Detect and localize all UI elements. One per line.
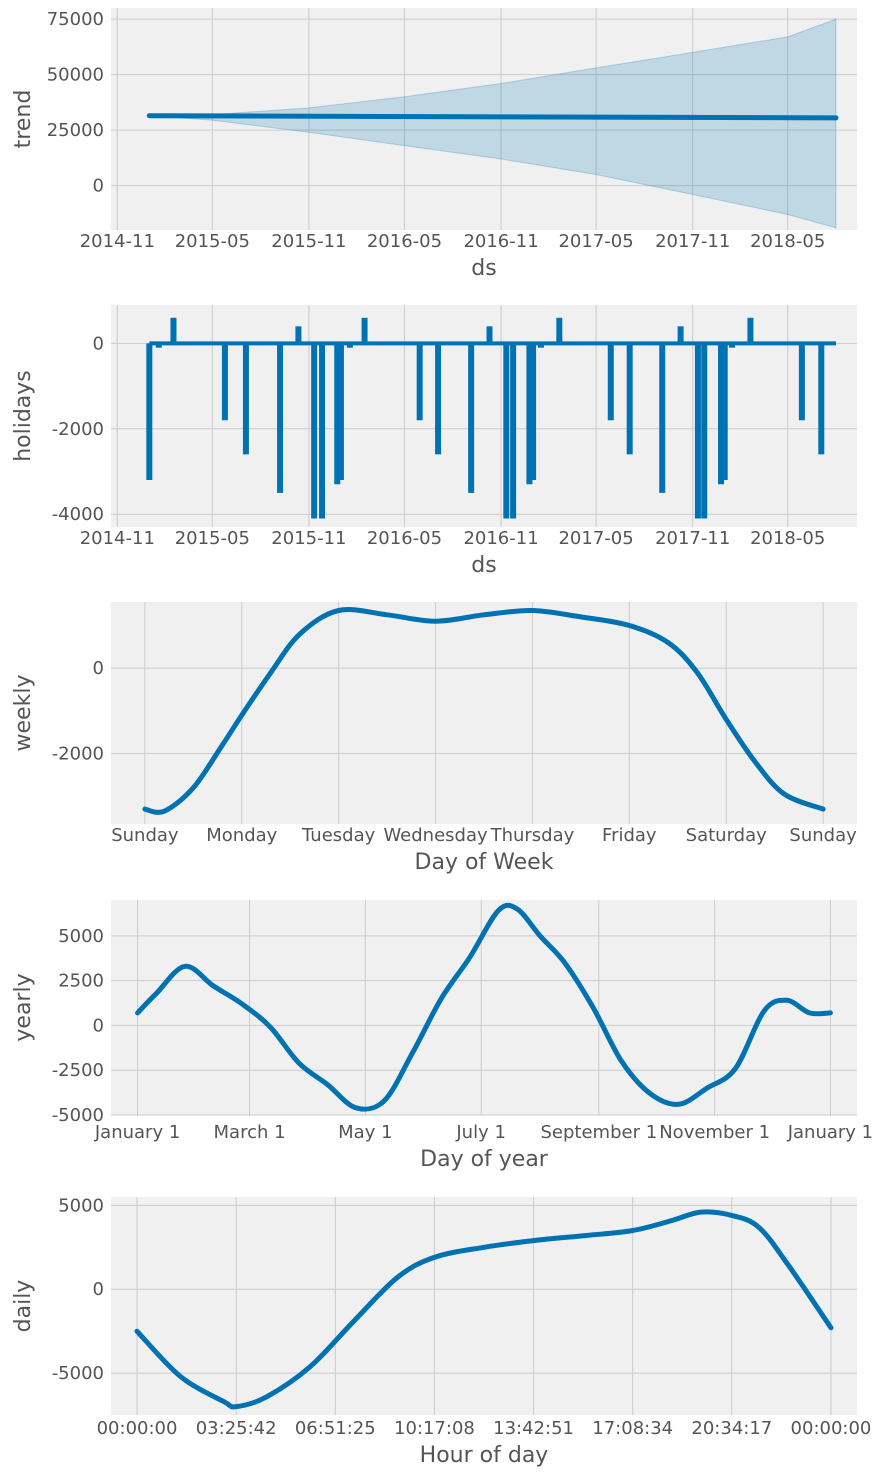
y-tick-label: 2500 bbox=[58, 971, 104, 992]
yearly-panel: January 1 March 1 May 1 July 1 September 1 No… bbox=[11, 900, 873, 1172]
x-tick-label: 17:08:34 bbox=[592, 1418, 673, 1439]
x-tick-label: July 1 bbox=[455, 1122, 506, 1143]
y-tick-label: 0 bbox=[93, 658, 104, 679]
x-tick-label: 2015-11 bbox=[271, 231, 346, 252]
x-tick-label: 2017-05 bbox=[558, 528, 633, 549]
series-line bbox=[135, 902, 833, 1112]
y-axis-label: daily bbox=[11, 1280, 36, 1333]
y-tick-label: 75000 bbox=[47, 9, 104, 30]
x-tick-label: 2017-11 bbox=[655, 528, 730, 549]
x-tick-label: 2016-05 bbox=[367, 231, 442, 252]
y-axis-label: yearly bbox=[11, 973, 36, 1041]
y-tick-label: -2500 bbox=[52, 1060, 104, 1081]
y-tick-label: -5000 bbox=[52, 1363, 104, 1384]
x-tick-label: November 1 bbox=[659, 1122, 770, 1143]
x-tick-label: May 1 bbox=[338, 1122, 392, 1143]
x-tick-label: 2015-05 bbox=[175, 528, 250, 549]
y-tick-label: 25000 bbox=[47, 120, 104, 141]
daily-panel: 00:00:00 03:25:42 06:51:25 10:17:08 13:42:51… bbox=[11, 1195, 871, 1468]
holidays-panel: 2014-11 2015-05 2015-11 2016-05 2016-11 2017-… bbox=[11, 305, 857, 578]
x-tick-label: 20:34:17 bbox=[691, 1418, 772, 1439]
x-tick-label: Tuesday bbox=[301, 825, 376, 846]
x-tick-label: 2015-05 bbox=[175, 231, 250, 252]
plot-area bbox=[111, 602, 857, 824]
x-tick-label: 2017-11 bbox=[655, 231, 730, 252]
x-tick-label: 2018-05 bbox=[750, 528, 825, 549]
x-tick-label: 13:42:51 bbox=[493, 1418, 574, 1439]
x-tick-label: 06:51:25 bbox=[295, 1418, 376, 1439]
y-axis-label: trend bbox=[11, 90, 36, 149]
x-tick-label: Thursday bbox=[490, 825, 575, 846]
y-tick-label: 0 bbox=[93, 1279, 104, 1300]
x-tick-label: Saturday bbox=[686, 825, 767, 846]
y-tick-label: -4000 bbox=[52, 504, 104, 525]
x-tick-label: 2016-11 bbox=[463, 231, 538, 252]
x-tick-label: 03:25:42 bbox=[196, 1418, 277, 1439]
x-tick-label: 2018-05 bbox=[750, 231, 825, 252]
y-tick-label: 5000 bbox=[58, 926, 104, 947]
x-tick-label: Sunday bbox=[789, 825, 857, 846]
weekly-panel: Sunday Monday Tuesday Wednesday Thursday Frid… bbox=[11, 602, 857, 875]
x-axis-label: ds bbox=[471, 256, 496, 281]
y-tick-label: 0 bbox=[93, 1015, 104, 1036]
y-axis-label: weekly bbox=[11, 675, 36, 752]
series-line bbox=[134, 1209, 834, 1410]
y-tick-label: 0 bbox=[93, 176, 104, 197]
x-tick-label: January 1 bbox=[787, 1122, 873, 1143]
x-tick-label: January 1 bbox=[94, 1122, 180, 1143]
plot-area bbox=[111, 1197, 857, 1415]
y-axis-label: holidays bbox=[11, 370, 36, 462]
x-tick-label: Sunday bbox=[111, 825, 179, 846]
series-line bbox=[142, 607, 826, 815]
x-tick-label: Monday bbox=[206, 825, 277, 846]
x-tick-label: 2016-05 bbox=[367, 528, 442, 549]
y-tick-label: -5000 bbox=[52, 1105, 104, 1126]
x-tick-label: 00:00:00 bbox=[791, 1418, 872, 1439]
y-tick-label: 50000 bbox=[47, 65, 104, 86]
x-axis-label: ds bbox=[471, 553, 496, 578]
x-tick-label: 2015-11 bbox=[271, 528, 346, 549]
x-tick-label: 00:00:00 bbox=[97, 1418, 178, 1439]
x-tick-label: March 1 bbox=[214, 1122, 286, 1143]
x-tick-label: 2014-11 bbox=[80, 231, 155, 252]
x-tick-label: 2017-05 bbox=[558, 231, 633, 252]
trend-panel: 2014-11 2015-05 2015-11 2016-05 2016-11 2017-… bbox=[11, 8, 857, 281]
x-tick-label: September 1 bbox=[541, 1122, 658, 1143]
x-axis-label: Hour of day bbox=[420, 1443, 549, 1468]
uncertainty-band bbox=[149, 18, 837, 229]
y-tick-label: 0 bbox=[93, 333, 104, 354]
y-tick-label: -2000 bbox=[52, 419, 104, 440]
x-tick-label: 2016-11 bbox=[463, 528, 538, 549]
x-axis-label: Day of Week bbox=[415, 850, 554, 875]
x-tick-label: 10:17:08 bbox=[394, 1418, 475, 1439]
x-tick-label: 2014-11 bbox=[80, 528, 155, 549]
y-tick-label: 5000 bbox=[58, 1195, 104, 1216]
x-tick-label: Friday bbox=[602, 825, 657, 846]
y-tick-label: -2000 bbox=[52, 744, 104, 765]
series-line bbox=[146, 113, 839, 121]
x-axis-label: Day of year bbox=[420, 1147, 549, 1172]
x-tick-label: Wednesday bbox=[383, 825, 488, 846]
